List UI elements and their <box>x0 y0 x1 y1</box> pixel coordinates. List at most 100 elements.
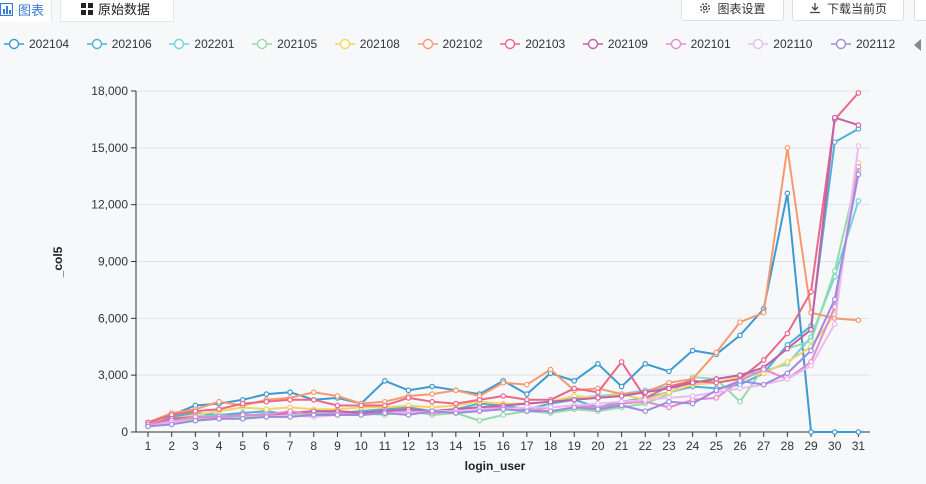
data-point-202103 <box>855 90 862 96</box>
download-page-button[interactable]: 下载当前页 <box>792 0 904 21</box>
chart-legend: 202104 202106 202201 202105 202108 202102 2021… <box>0 35 926 53</box>
legend-marker <box>334 38 355 50</box>
x-tick-label: 9 <box>334 439 341 453</box>
x-tick-label: 5 <box>239 439 246 453</box>
data-point-202102 <box>216 398 222 405</box>
x-tick-label: 12 <box>402 439 416 453</box>
legend-item-202112[interactable]: 202112 <box>831 35 895 53</box>
data-point-202103 <box>760 357 767 363</box>
tab-raw-data[interactable]: 原始数据 <box>60 0 174 22</box>
data-point-202112 <box>192 417 199 424</box>
data-point-202103 <box>405 395 412 401</box>
x-tick-label: 21 <box>615 439 629 453</box>
data-point-202112 <box>405 412 412 418</box>
x-tick-label: 2 <box>168 439 175 453</box>
data-point-202112 <box>713 387 720 394</box>
data-point-202103 <box>808 289 814 295</box>
data-point-202110 <box>808 362 814 369</box>
x-tick-label: 10 <box>354 439 368 453</box>
data-point-202103 <box>287 396 293 403</box>
legend-item-202104[interactable]: 202104 <box>4 35 69 53</box>
data-point-202105 <box>737 398 743 405</box>
tab-chart-label: 图表 <box>18 2 45 18</box>
chart-settings-label: 图表设置 <box>717 1 766 16</box>
x-tick-label: 11 <box>379 439 392 453</box>
legend-item-202105[interactable]: 202105 <box>252 35 317 53</box>
data-point-202103 <box>784 330 791 337</box>
data-point-202103 <box>476 396 483 403</box>
data-point-202103 <box>571 385 578 392</box>
legend-label: 202101 <box>690 37 731 51</box>
x-tick-label: 23 <box>662 439 676 453</box>
legend-item-202106[interactable]: 202106 <box>86 35 152 53</box>
data-point-202109 <box>784 345 791 352</box>
data-point-202105 <box>831 268 838 274</box>
data-point-202104 <box>831 429 838 435</box>
data-point-202103 <box>358 402 364 409</box>
data-point-202102 <box>737 319 743 325</box>
data-point-202103 <box>429 398 435 405</box>
y-tick-label: 6,000 <box>98 311 128 325</box>
data-point-202105 <box>476 417 483 424</box>
data-point-202110 <box>595 400 601 407</box>
legend-item-202108[interactable]: 202108 <box>334 35 400 53</box>
data-point-202201 <box>855 198 862 204</box>
data-point-202104 <box>381 378 388 384</box>
data-point-202112 <box>524 408 530 414</box>
data-point-202110 <box>831 321 838 327</box>
data-point-202109 <box>547 398 554 405</box>
data-point-202102 <box>453 387 459 394</box>
x-tick-label: 4 <box>216 439 223 453</box>
legend-item-202110[interactable]: 202110 <box>748 35 812 53</box>
data-point-202109 <box>831 114 838 121</box>
data-point-202103 <box>500 393 507 399</box>
legend-label: 202105 <box>277 37 318 51</box>
caret-left-icon[interactable] <box>913 38 923 56</box>
data-point-202108 <box>263 406 270 413</box>
data-point-202112 <box>642 408 649 414</box>
data-point-202110 <box>855 143 862 149</box>
legend-item-202109[interactable]: 202109 <box>582 35 648 53</box>
legend-label: 202110 <box>773 37 813 51</box>
chart-settings-button[interactable]: 图表设置 <box>681 0 784 21</box>
legend-marker <box>252 38 273 50</box>
legend-label: 202104 <box>29 37 70 51</box>
data-point-202112 <box>689 400 696 407</box>
data-point-202112 <box>476 408 483 414</box>
legend-item-202101[interactable]: 202101 <box>665 35 731 53</box>
y-tick-label: 3,000 <box>98 368 128 382</box>
legend-marker <box>748 38 769 50</box>
data-point-202103 <box>381 402 388 409</box>
x-tick-label: 13 <box>425 439 439 453</box>
data-point-202109 <box>808 326 814 333</box>
data-point-202109 <box>689 379 696 386</box>
legend-item-202102[interactable]: 202102 <box>417 35 483 53</box>
data-point-202102 <box>524 381 530 388</box>
data-point-202104 <box>642 360 649 367</box>
data-point-202112 <box>547 408 554 414</box>
x-tick-label: 29 <box>804 439 818 453</box>
data-point-202103 <box>334 402 341 409</box>
legend-marker <box>500 38 521 50</box>
data-point-202104 <box>595 360 601 367</box>
data-point-202101 <box>713 395 720 401</box>
data-point-202110 <box>689 393 696 399</box>
data-point-202109 <box>618 393 625 399</box>
x-tick-label: 24 <box>686 439 700 453</box>
data-point-202110 <box>642 396 649 403</box>
legend-item-202103[interactable]: 202103 <box>500 35 565 53</box>
legend-marker <box>417 38 438 50</box>
x-tick-label: 7 <box>287 439 294 453</box>
data-point-202112 <box>784 370 791 377</box>
toolbar-more-button[interactable] <box>914 0 926 21</box>
grid-icon <box>81 2 93 15</box>
legend-marker <box>582 38 603 50</box>
tab-chart[interactable]: 图表 <box>0 0 52 22</box>
data-point-202112 <box>808 347 814 354</box>
legend-marker <box>169 38 190 50</box>
data-point-202102 <box>713 349 720 356</box>
x-tick-label: 1 <box>145 439 152 453</box>
legend-item-202201[interactable]: 202201 <box>169 35 234 53</box>
legend-label: 202108 <box>359 37 400 51</box>
data-point-202112 <box>381 410 388 416</box>
